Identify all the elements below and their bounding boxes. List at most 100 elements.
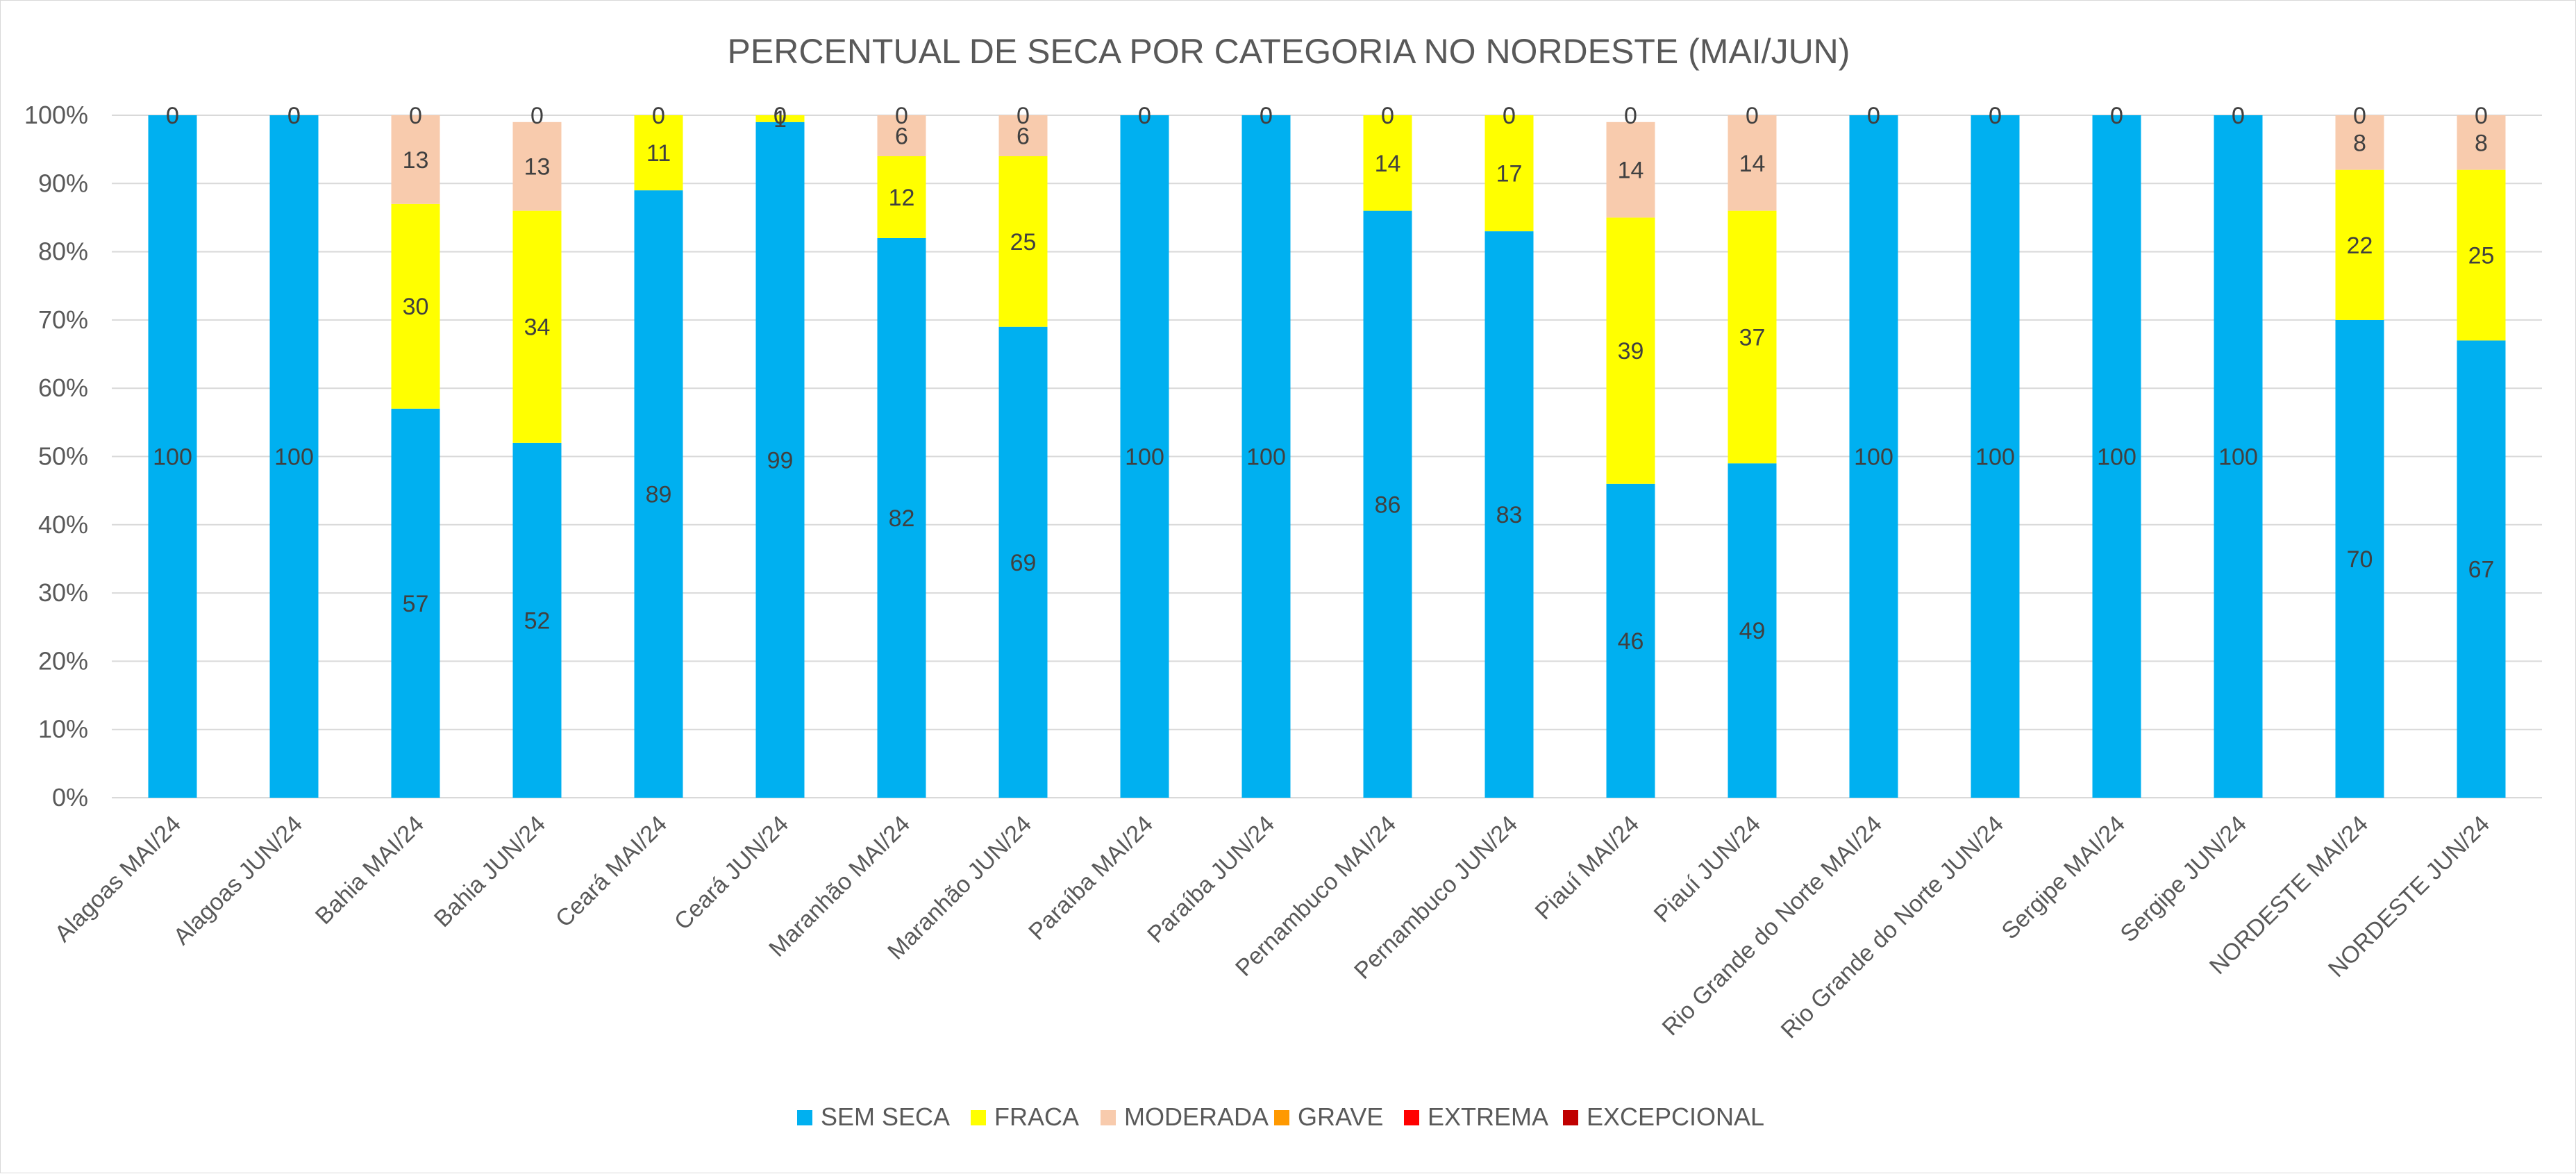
data-label: 70 xyxy=(2347,546,2373,573)
y-axis-tick-labels: 0% 10% 20% 30% 40% 50% 60% 70% 80% 90% 100% xyxy=(24,101,88,812)
legend-label: FRACA xyxy=(994,1102,1079,1131)
bar-segment xyxy=(391,203,440,409)
data-label: 100 xyxy=(2218,444,2258,471)
data-label: 0 xyxy=(1381,103,1394,129)
data-label: 0 xyxy=(2475,103,2488,129)
data-label: 0 xyxy=(1867,103,1880,129)
data-label: 0 xyxy=(1989,103,2002,129)
legend-swatch xyxy=(971,1110,986,1125)
data-label: 13 xyxy=(524,154,551,181)
data-label: 99 xyxy=(767,447,794,473)
data-label: 0 xyxy=(530,103,544,129)
bar-segment xyxy=(1606,121,1655,218)
y-tick-label: 0% xyxy=(52,783,88,812)
data-label: 0 xyxy=(166,103,179,129)
data-label: 8 xyxy=(2475,130,2488,156)
bar-segment xyxy=(1606,483,1655,798)
bar-segment xyxy=(1484,231,1534,798)
data-label: 0 xyxy=(773,103,787,129)
data-label: 82 xyxy=(889,505,915,532)
legend-swatch xyxy=(1563,1110,1578,1125)
y-tick-label: 20% xyxy=(38,646,88,675)
data-label: 0 xyxy=(1138,103,1151,129)
data-label: 6 xyxy=(895,123,908,149)
bar-segment xyxy=(1849,115,1898,798)
data-label: 0 xyxy=(1746,103,1759,129)
data-label: 1 xyxy=(773,106,787,133)
bar-segment xyxy=(1363,210,1412,798)
data-label: 14 xyxy=(1739,151,1766,177)
x-category-label: Bahia MAI/24 xyxy=(310,811,429,930)
data-label: 14 xyxy=(1375,151,1401,177)
bar-segment xyxy=(877,237,926,798)
bar-segment xyxy=(1728,463,1777,798)
x-category-label: Sergipe MAI/24 xyxy=(1997,811,2131,945)
data-label: 17 xyxy=(1496,161,1523,187)
bar-segment xyxy=(1484,115,1534,232)
data-labels: 1000010000573013052341308911009910082126… xyxy=(153,103,2494,655)
bar-segment xyxy=(512,210,562,443)
bar-segment xyxy=(877,156,926,238)
data-label: 0 xyxy=(773,103,787,129)
bar-segment xyxy=(755,115,805,122)
data-label: 0 xyxy=(2232,103,2245,129)
bar-segment xyxy=(2214,115,2263,798)
data-label: 67 xyxy=(2468,557,2495,583)
data-label: 100 xyxy=(2097,444,2136,471)
data-label: 83 xyxy=(1496,502,1523,528)
data-label: 8 xyxy=(2353,130,2366,156)
bar-segment xyxy=(2092,115,2141,798)
data-label: 0 xyxy=(287,103,301,129)
x-category-label: Paraíba MAI/24 xyxy=(1023,811,1158,946)
y-tick-label: 60% xyxy=(38,374,88,402)
legend-swatch xyxy=(1274,1110,1289,1125)
data-label: 12 xyxy=(889,185,915,211)
data-label: 0 xyxy=(1624,103,1637,129)
bar-segment xyxy=(2335,115,2384,170)
bar-segment xyxy=(634,115,683,191)
data-label: 89 xyxy=(646,482,672,508)
y-tick-label: 100% xyxy=(24,101,88,129)
x-category-label: Bahia JUN/24 xyxy=(429,811,551,932)
bar-segment xyxy=(1728,115,1777,211)
bars xyxy=(148,115,2506,798)
data-label: 0 xyxy=(1138,103,1151,129)
data-label: 6 xyxy=(1017,123,1030,149)
data-label: 0 xyxy=(1503,103,1516,129)
x-category-label: Rio Grande do Norte JUN/24 xyxy=(1776,811,2009,1044)
chart-title: PERCENTUAL DE SECA POR CATEGORIA NO NORD… xyxy=(728,32,1850,71)
x-category-label: Paraíba JUN/24 xyxy=(1142,811,1280,948)
data-label: 100 xyxy=(1854,444,1893,471)
bar-segment xyxy=(2335,319,2384,798)
bar-segment xyxy=(2335,169,2384,320)
x-category-label: Ceará JUN/24 xyxy=(669,811,794,935)
bar-segment xyxy=(998,326,1048,798)
y-tick-label: 40% xyxy=(38,510,88,539)
data-label: 37 xyxy=(1739,324,1766,351)
data-label: 0 xyxy=(166,103,179,129)
bar-segment xyxy=(1971,115,2020,798)
data-label: 49 xyxy=(1739,618,1766,644)
data-label: 0 xyxy=(1260,103,1273,129)
bar-segment xyxy=(391,408,440,798)
bar-segment xyxy=(998,115,1048,156)
y-tick-label: 10% xyxy=(38,715,88,744)
data-label: 0 xyxy=(2232,103,2245,129)
data-label: 57 xyxy=(403,591,429,617)
data-label: 0 xyxy=(2110,103,2123,129)
legend-label: EXTREMA xyxy=(1428,1102,1548,1131)
y-tick-label: 80% xyxy=(38,237,88,266)
data-label: 34 xyxy=(524,315,551,341)
data-label: 0 xyxy=(652,103,665,129)
data-label: 22 xyxy=(2347,233,2373,259)
data-label: 25 xyxy=(2468,243,2495,269)
bar-segment xyxy=(512,121,562,211)
legend-label: SEM SECA xyxy=(821,1102,950,1131)
bar-segment xyxy=(1728,210,1777,464)
y-tick-label: 30% xyxy=(38,578,88,607)
y-tick-label: 50% xyxy=(38,442,88,471)
data-label: 52 xyxy=(524,607,551,634)
x-category-label: Alagoas MAI/24 xyxy=(50,811,187,948)
legend: SEM SECA FRACA MODERADA GRAVE EXTREMA EXCEPCI… xyxy=(797,1102,1764,1131)
